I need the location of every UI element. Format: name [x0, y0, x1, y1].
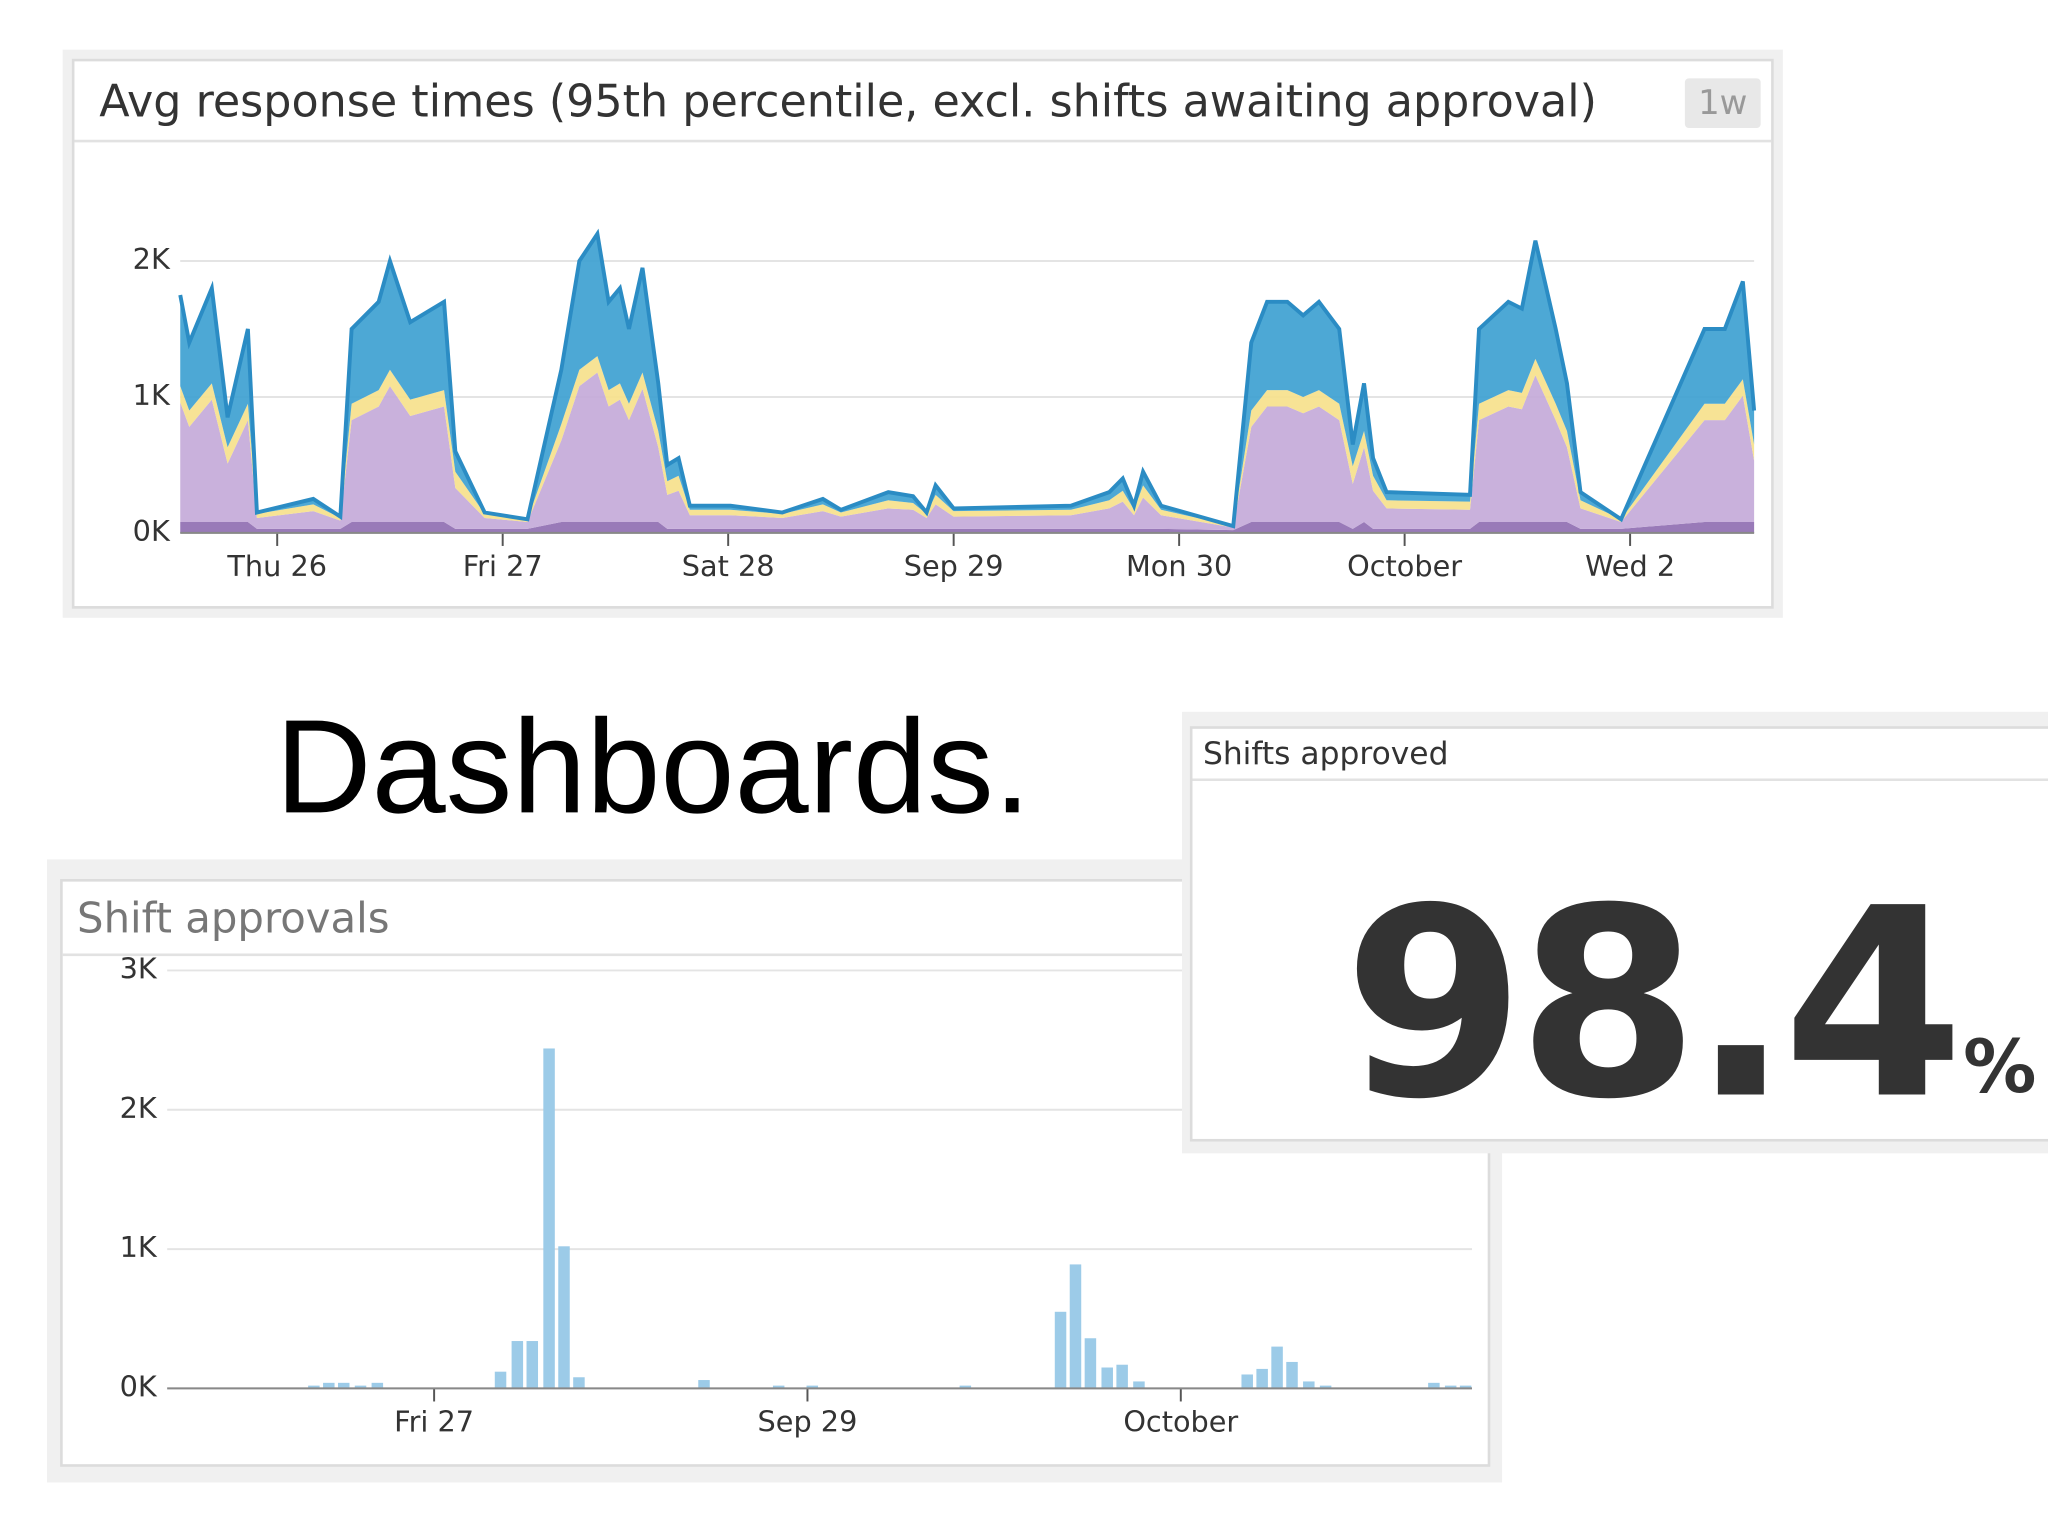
x-tick-label: October: [1347, 549, 1462, 583]
bar: [337, 1382, 350, 1389]
x-tick-label: Fri 27: [394, 1405, 474, 1439]
bar: [1116, 1364, 1128, 1389]
y-tick-label: 1K: [133, 378, 171, 412]
bar: [1428, 1382, 1440, 1389]
shifts-approved-widget: Shifts approved 98.4%: [1182, 711, 2048, 1157]
bar: [323, 1382, 335, 1389]
x-tick-label: Sat 28: [682, 549, 775, 583]
time-badge-label[interactable]: 1w: [1698, 83, 1747, 123]
area-edge: [178, 228, 1757, 529]
bar: [1101, 1367, 1113, 1389]
bar: [1319, 1385, 1332, 1389]
bar: [354, 1385, 367, 1389]
bar: [1133, 1381, 1145, 1389]
y-tick-label: 2K: [133, 242, 171, 276]
x-tick-label: Sep 29: [758, 1405, 858, 1439]
x-tick-label: Mon 30: [1126, 549, 1232, 583]
bar: [526, 1341, 539, 1389]
bar: [1444, 1385, 1457, 1389]
x-tick-label: Fri 27: [463, 549, 543, 583]
stacked-area: [180, 522, 1755, 533]
stat-unit: %: [1963, 1025, 2036, 1110]
bar: [1241, 1374, 1253, 1389]
stacked-area: [180, 356, 1755, 528]
x-tick-label: Thu 26: [226, 549, 327, 583]
bar: [1271, 1346, 1283, 1389]
x-tick-label: October: [1123, 1405, 1238, 1439]
bar: [371, 1382, 384, 1389]
bar: [1084, 1338, 1097, 1389]
bar: [1286, 1361, 1298, 1389]
bar: [1054, 1311, 1067, 1389]
widget-title: Shift approvals: [77, 893, 389, 942]
y-tick-label: 0K: [133, 514, 171, 548]
widget-title: Shifts approved: [1203, 736, 1449, 772]
bar: [1303, 1381, 1315, 1389]
y-tick-label: 3K: [120, 951, 158, 985]
bar: [1256, 1368, 1268, 1389]
y-tick-label: 1K: [120, 1230, 158, 1264]
bar: [806, 1385, 819, 1389]
bar: [1069, 1264, 1082, 1389]
bar: [558, 1246, 570, 1389]
y-tick-label: 0K: [120, 1369, 158, 1403]
widget-card: [1189, 726, 2048, 1142]
bar: [959, 1385, 972, 1389]
bar: [573, 1377, 585, 1389]
plot-area: [178, 228, 1757, 533]
y-tick-label: 2K: [120, 1091, 158, 1125]
x-tick-label: Wed 2: [1585, 549, 1675, 583]
widget-title: Avg response times (95th percentile, exc…: [99, 76, 1597, 127]
bar: [698, 1380, 710, 1389]
stacked-area: [180, 372, 1755, 531]
bar: [772, 1385, 785, 1389]
slide-heading: Dashboards.: [275, 692, 1030, 841]
bar: [308, 1385, 320, 1389]
bar: [494, 1371, 507, 1389]
bar: [543, 1048, 555, 1389]
bar: [1459, 1385, 1472, 1389]
response-time-widget: Avg response times (95th percentile, exc…: [62, 49, 1783, 618]
bar: [511, 1341, 524, 1389]
stat-value: 98.4: [1343, 853, 1956, 1157]
time-badge[interactable]: [1684, 78, 1761, 128]
x-tick-label: Sep 29: [904, 549, 1004, 583]
